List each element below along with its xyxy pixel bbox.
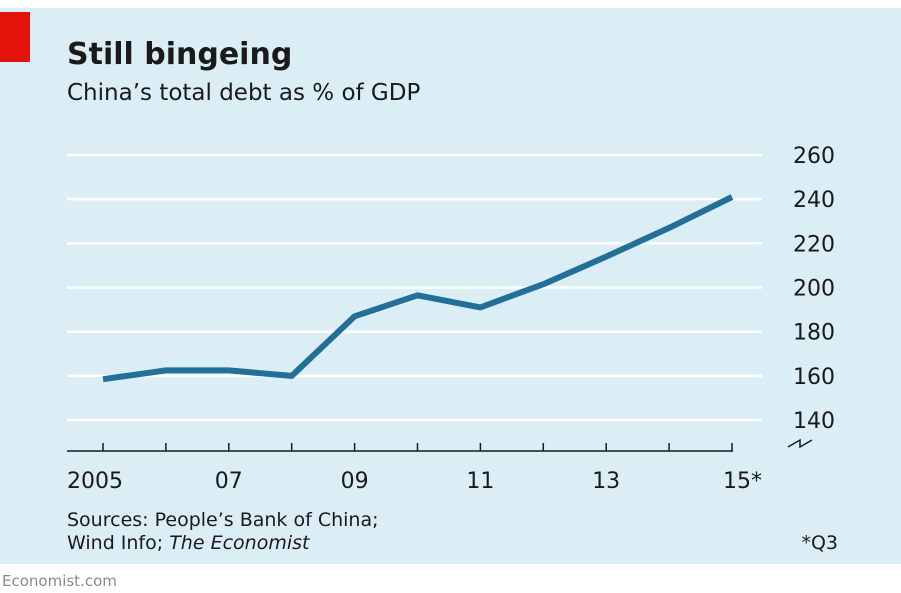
y-tick-label-140: 140	[793, 409, 835, 434]
y-axis-labels: 140 160 180 200 220 240 260	[793, 144, 835, 434]
x-tick-label-15: 15*	[723, 469, 762, 494]
sources-line-1: Sources: People’s Bank of China;	[67, 509, 379, 531]
sources-line-2-italic: The Economist	[169, 532, 311, 554]
y-tick-label-260: 260	[793, 144, 835, 169]
economist-credit: Economist.com	[2, 572, 117, 590]
red-accent-tag	[0, 12, 30, 62]
y-tick-label-220: 220	[793, 232, 835, 257]
y-tick-label-160: 160	[793, 365, 835, 390]
chart-background	[0, 8, 901, 564]
x-tick-label-07: 07	[215, 469, 243, 494]
chart-title: Still bingeing	[67, 37, 292, 72]
x-tick-label-11: 11	[466, 469, 494, 494]
y-tick-label-240: 240	[793, 188, 835, 213]
chart-subtitle: China’s total debt as % of GDP	[67, 80, 420, 106]
x-axis-labels: 2005 07 09 11 13 15*	[67, 469, 762, 494]
x-tick-label-13: 13	[592, 469, 620, 494]
x-tick-label-09: 09	[341, 469, 369, 494]
x-tick-label-2005: 2005	[67, 469, 123, 494]
x-axis-ticks	[102, 443, 733, 451]
series-layer	[102, 194, 734, 383]
sources-line-2-prefix: Wind Info;	[67, 532, 169, 554]
gridlines	[67, 153, 762, 422]
y-tick-label-200: 200	[793, 277, 835, 302]
footnote: *Q3	[801, 532, 838, 554]
y-tick-label-180: 180	[793, 321, 835, 346]
axis-break-icon	[787, 438, 813, 449]
sources-line-2: Wind Info; The Economist	[67, 532, 311, 554]
